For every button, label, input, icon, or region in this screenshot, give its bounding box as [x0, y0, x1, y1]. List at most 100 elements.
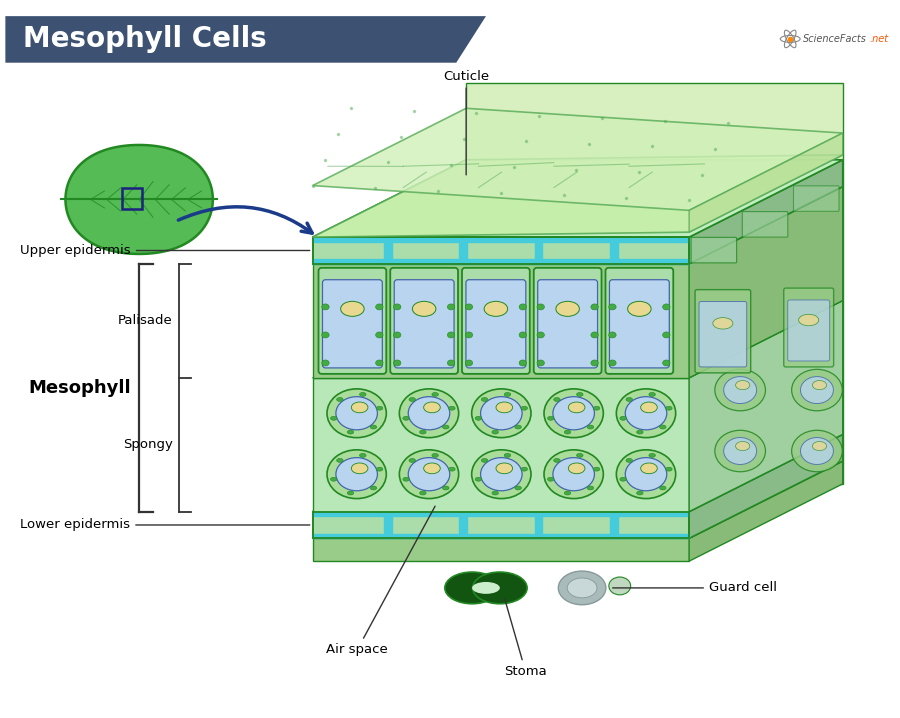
Ellipse shape — [403, 477, 410, 481]
Ellipse shape — [564, 430, 571, 434]
Ellipse shape — [626, 396, 667, 430]
Ellipse shape — [393, 304, 400, 310]
Ellipse shape — [465, 304, 472, 310]
Ellipse shape — [336, 457, 377, 491]
Ellipse shape — [558, 571, 606, 605]
Ellipse shape — [553, 396, 594, 430]
Ellipse shape — [608, 304, 617, 310]
Ellipse shape — [537, 332, 544, 338]
Text: Mesophyll Cells: Mesophyll Cells — [23, 25, 267, 53]
FancyBboxPatch shape — [695, 289, 751, 373]
Ellipse shape — [813, 442, 826, 451]
Ellipse shape — [376, 467, 382, 471]
Ellipse shape — [715, 430, 766, 472]
Ellipse shape — [515, 425, 521, 429]
Polygon shape — [466, 83, 842, 484]
FancyBboxPatch shape — [319, 268, 386, 374]
Ellipse shape — [544, 389, 603, 438]
Ellipse shape — [496, 402, 513, 413]
Polygon shape — [66, 145, 212, 254]
Ellipse shape — [547, 477, 554, 481]
Text: Spongy: Spongy — [123, 438, 173, 451]
Ellipse shape — [577, 453, 583, 457]
Ellipse shape — [449, 406, 455, 410]
Text: Air space: Air space — [327, 506, 435, 656]
Ellipse shape — [472, 572, 527, 604]
Polygon shape — [689, 133, 842, 232]
Polygon shape — [312, 461, 842, 538]
Ellipse shape — [521, 406, 527, 410]
Ellipse shape — [400, 389, 459, 438]
Polygon shape — [689, 187, 842, 378]
Ellipse shape — [567, 578, 597, 598]
Ellipse shape — [626, 459, 633, 462]
Ellipse shape — [337, 398, 343, 401]
Ellipse shape — [412, 302, 436, 317]
Ellipse shape — [660, 486, 666, 490]
Ellipse shape — [660, 425, 666, 429]
Ellipse shape — [713, 317, 733, 329]
Ellipse shape — [409, 396, 450, 430]
Ellipse shape — [447, 332, 454, 338]
Polygon shape — [312, 187, 842, 264]
FancyBboxPatch shape — [534, 268, 601, 374]
Ellipse shape — [724, 437, 757, 465]
Ellipse shape — [641, 402, 657, 413]
Ellipse shape — [636, 491, 644, 495]
Ellipse shape — [568, 463, 585, 474]
Ellipse shape — [419, 491, 426, 495]
Ellipse shape — [496, 463, 513, 474]
Polygon shape — [312, 160, 842, 237]
Ellipse shape — [568, 402, 585, 413]
Ellipse shape — [662, 360, 670, 366]
Ellipse shape — [424, 463, 440, 474]
Ellipse shape — [593, 406, 600, 410]
Polygon shape — [312, 237, 689, 264]
Ellipse shape — [813, 381, 826, 390]
Ellipse shape — [608, 332, 617, 338]
FancyBboxPatch shape — [794, 186, 839, 211]
Ellipse shape — [662, 332, 670, 338]
Ellipse shape — [409, 457, 450, 491]
Ellipse shape — [475, 416, 482, 420]
Ellipse shape — [330, 477, 337, 481]
Polygon shape — [5, 16, 486, 62]
Text: Upper epidermis: Upper epidermis — [20, 244, 310, 257]
Bar — [122, 187, 142, 210]
Text: .net: .net — [869, 34, 888, 44]
Ellipse shape — [403, 416, 410, 420]
Ellipse shape — [375, 360, 383, 366]
Ellipse shape — [472, 389, 531, 438]
Ellipse shape — [340, 302, 364, 317]
Ellipse shape — [359, 453, 366, 457]
Ellipse shape — [443, 486, 449, 490]
Ellipse shape — [409, 398, 416, 401]
FancyBboxPatch shape — [691, 238, 736, 263]
Ellipse shape — [482, 459, 488, 462]
Ellipse shape — [591, 304, 599, 310]
Ellipse shape — [375, 332, 383, 338]
Ellipse shape — [564, 491, 571, 495]
Ellipse shape — [735, 381, 750, 390]
Polygon shape — [689, 434, 842, 538]
FancyBboxPatch shape — [537, 280, 598, 368]
Ellipse shape — [370, 425, 377, 429]
Ellipse shape — [321, 332, 329, 338]
Ellipse shape — [472, 449, 531, 498]
Ellipse shape — [321, 360, 329, 366]
Text: Stoma: Stoma — [504, 599, 547, 679]
Polygon shape — [312, 108, 842, 210]
Ellipse shape — [636, 430, 644, 434]
Ellipse shape — [800, 377, 833, 404]
Ellipse shape — [330, 416, 337, 420]
FancyBboxPatch shape — [606, 268, 673, 374]
FancyBboxPatch shape — [699, 302, 747, 367]
Polygon shape — [689, 301, 842, 512]
Ellipse shape — [537, 304, 544, 310]
Ellipse shape — [626, 398, 633, 401]
FancyBboxPatch shape — [784, 288, 833, 367]
Ellipse shape — [544, 449, 603, 498]
Ellipse shape — [424, 402, 440, 413]
Ellipse shape — [432, 453, 438, 457]
Ellipse shape — [593, 467, 600, 471]
